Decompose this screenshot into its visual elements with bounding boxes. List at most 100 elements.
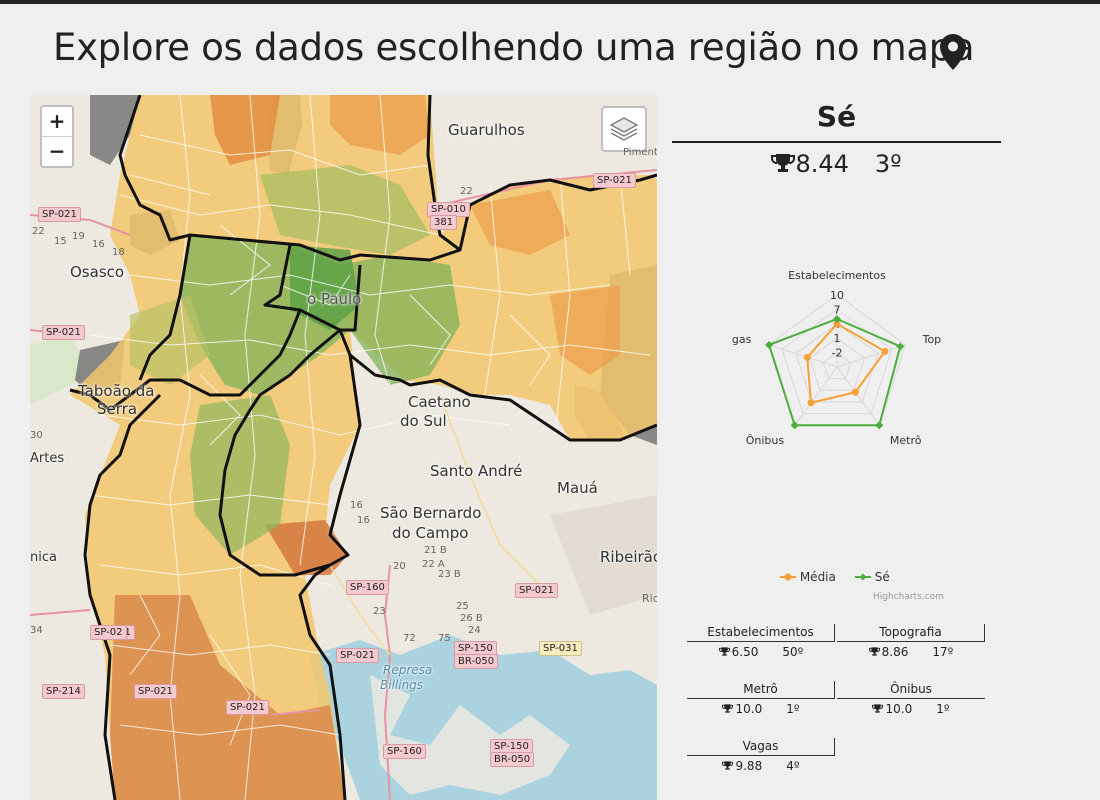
radar-axis [768, 344, 838, 368]
top-bar [0, 0, 1100, 4]
map-label: do Campo [392, 524, 469, 542]
road-number: 22 [460, 186, 473, 197]
road-shield: SP-021 [593, 173, 636, 188]
stat-rank: 1º [786, 702, 800, 716]
map-label: Billings [380, 678, 424, 692]
map-label: Pimente [623, 147, 657, 158]
map-canvas[interactable] [30, 95, 657, 800]
radar-series-line [806, 322, 887, 404]
road-number: 18 [112, 247, 125, 258]
trophy-icon [722, 704, 734, 713]
trophy-icon [771, 154, 796, 172]
region-rank: 3º [874, 150, 902, 178]
map-label: Represa [383, 663, 433, 677]
radar-tick-label: -2 [832, 347, 843, 360]
layers-button[interactable] [601, 106, 647, 152]
map-label: Guarulhos [448, 121, 525, 139]
trophy-icon [722, 761, 734, 770]
stat-label: Estabelecimentos [687, 624, 835, 642]
region-score: 8.44 3º [672, 150, 1001, 178]
radar-tick-label: 7 [834, 303, 841, 316]
radar-point [807, 399, 815, 407]
radar-grid [809, 337, 865, 391]
radar-tick-label: 10 [830, 289, 844, 302]
trophy-icon [872, 704, 884, 713]
road-number: 16 [357, 515, 370, 526]
chart-legend: Média Sé [780, 570, 890, 584]
map-label: Osasco [70, 263, 125, 281]
road-number: 15 [54, 236, 67, 247]
road-shield: SP-160 [383, 744, 426, 759]
road-shield: 381 [430, 215, 458, 230]
road-shield: SP-021 [336, 648, 379, 663]
map-label: Ribeirão [600, 548, 657, 566]
map[interactable]: + − Guarulhos Osasco Taboão da Serra Cae… [30, 95, 657, 800]
road-number: 20 [393, 561, 406, 572]
radar-point [765, 340, 774, 349]
radar-category-label: Ônibus [746, 434, 785, 447]
map-label: Caetano [408, 393, 471, 411]
divider [672, 141, 1001, 143]
map-label: São Bernardo [380, 504, 482, 522]
map-label: o Paulo [307, 290, 362, 308]
stat-score: 10.0 [885, 702, 913, 716]
road-shield: BR-050 [454, 654, 499, 669]
radar-tick-label: 1 [834, 332, 841, 345]
radar-axis [836, 344, 906, 368]
radar-point [803, 353, 811, 361]
map-label: Serra [97, 400, 138, 418]
legend-label: Média [799, 570, 836, 584]
road-number: 24 [468, 625, 481, 636]
road-shield: SP-214 [42, 684, 85, 699]
map-label: Mauá [557, 479, 598, 497]
stat-topografia: Topografia 8.86 17º [837, 624, 985, 662]
road-number: 26 B [460, 613, 483, 624]
stat-score: 6.50 [731, 645, 759, 659]
road-number: 22 [32, 226, 45, 237]
stat-metro: Metrô 10.0 1º [687, 681, 835, 719]
zoom-out-button[interactable]: − [42, 136, 72, 166]
radar-grid [781, 308, 893, 415]
radar-category-label: Metrô [890, 434, 922, 447]
road-number: 16 [92, 239, 105, 250]
stat-rank: 1º [936, 702, 950, 716]
legend-marker-se [854, 573, 871, 581]
radar-axis [836, 366, 880, 426]
trophy-icon [718, 647, 730, 656]
road-shield: SP-021 [38, 207, 81, 222]
road-number: 19 [72, 231, 85, 242]
road-shield: SP-160 [346, 580, 389, 595]
map-marker-icon [940, 34, 966, 70]
stat-rank: 50º [782, 645, 804, 659]
stat-label: Topografia [837, 624, 985, 642]
radar-category-label: Estabelecimentos [788, 269, 886, 282]
road-shield: SP-02 [90, 625, 127, 640]
legend-label: Sé [874, 570, 890, 584]
map-label: Artes [30, 451, 65, 466]
chart-credits[interactable]: Highcharts.com [873, 592, 944, 602]
radar-point [833, 320, 841, 328]
stat-onibus: Ônibus 10.0 1º [837, 681, 985, 719]
stat-score: 10.0 [735, 702, 763, 716]
road-shield: SP-021 [515, 583, 558, 598]
road-number: 21 B [424, 545, 447, 556]
stat-score: 9.88 [735, 759, 763, 773]
radar-point [875, 421, 884, 430]
stat-vagas: Vagas 9.88 4º [687, 738, 835, 776]
map-label: Rio [642, 592, 657, 605]
radar-point [896, 342, 905, 351]
radar-axis [794, 366, 838, 426]
legend-marker-media [780, 573, 796, 581]
radar-point [790, 421, 799, 430]
zoom-in-button[interactable]: + [42, 107, 72, 136]
road-shield: SP-021 [226, 700, 269, 715]
radar-point [881, 347, 889, 355]
stat-label: Vagas [687, 738, 835, 756]
radar-category-label: gas [732, 333, 752, 346]
radar-grid [822, 351, 852, 380]
stat-rank: 4º [786, 759, 800, 773]
road-number: 25 [456, 601, 469, 612]
radar-category-label: Top [922, 333, 942, 346]
road-number: 75 [438, 633, 451, 644]
